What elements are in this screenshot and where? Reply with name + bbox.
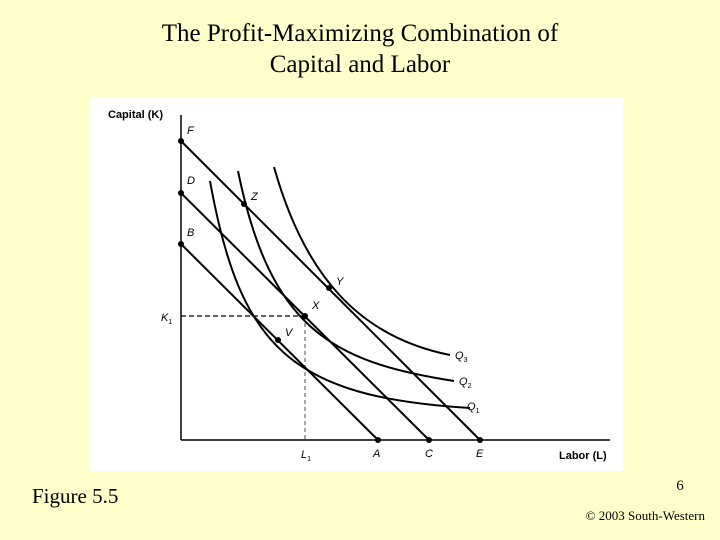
point-y-dot [326, 285, 332, 291]
point-x-label: X [311, 300, 320, 312]
point-a-label: A [372, 448, 380, 460]
title-line-1: The Profit-Maximizing Combination of [161, 20, 559, 47]
point-b-label: B [187, 227, 194, 239]
isoquant-q3-label: Q3 [455, 350, 468, 364]
isoquant-q1-label: Q1 [467, 401, 480, 415]
point-f-label: F [187, 125, 195, 137]
point-b-dot [178, 241, 184, 247]
isoquant-q2 [237, 170, 455, 382]
point-e-dot [477, 437, 483, 443]
q2-letter: Q [459, 376, 468, 388]
l1-subscript: 1 [307, 456, 311, 463]
page-number: 6 [676, 478, 684, 494]
q1-subscript: 1 [476, 408, 480, 415]
point-c-dot [426, 437, 432, 443]
isoquant-q1 [209, 180, 471, 409]
profit-max-diagram: Capital (K) Labor (L) F D B Z Y X V A C … [90, 97, 623, 471]
l1-label: L1 [301, 449, 311, 463]
x-axis-label: Labor (L) [559, 450, 607, 462]
point-z-label: Z [250, 191, 259, 203]
isoquant-q3 [273, 166, 451, 356]
q3-subscript: 3 [464, 357, 468, 364]
point-a-dot [375, 437, 381, 443]
point-d-label: D [187, 175, 195, 187]
point-d-dot [178, 190, 184, 196]
figure-label: Figure 5.5 [32, 484, 119, 508]
slide-title: The Profit-Maximizing Combination of Cap… [0, 18, 720, 80]
l1-letter: L [301, 449, 307, 461]
point-f-dot [178, 138, 184, 144]
diagram-svg: Capital (K) Labor (L) F D B Z Y X V A C … [108, 109, 610, 463]
isoquant-q2-label: Q2 [459, 376, 472, 390]
y-axis-label: Capital (K) [108, 109, 163, 121]
k1-label: K1 [161, 312, 172, 326]
copyright-notice: © 2003 South-Western [585, 508, 705, 523]
point-x-dot [302, 313, 308, 319]
point-v-label: V [285, 327, 294, 339]
point-e-label: E [476, 448, 484, 460]
point-c-label: C [425, 448, 433, 460]
q1-letter: Q [467, 401, 476, 413]
point-v-dot [275, 337, 281, 343]
q2-subscript: 2 [468, 383, 472, 390]
q3-letter: Q [455, 350, 464, 362]
point-z-dot [241, 201, 247, 207]
k1-subscript: 1 [168, 319, 172, 326]
title-line-2: Capital and Labor [269, 51, 451, 78]
k1-letter: K [161, 312, 169, 324]
point-y-label: Y [336, 276, 344, 288]
